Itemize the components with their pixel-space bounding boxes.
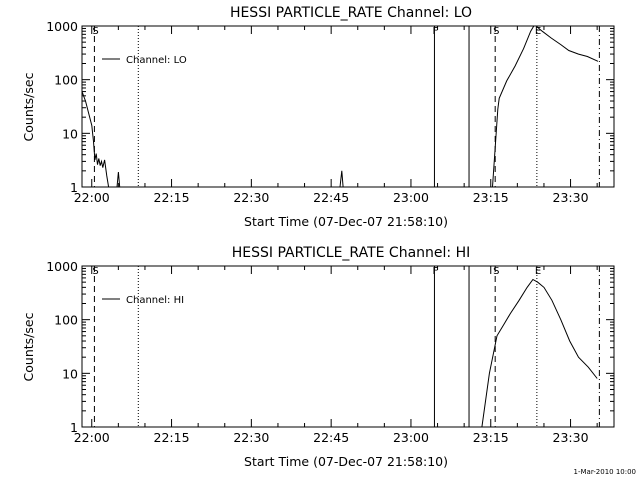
- x-tick-label: 23:30: [553, 190, 589, 205]
- series-line-segment: [481, 278, 598, 428]
- footer-timestamp: 1-Mar-2010 10:00: [574, 468, 636, 476]
- event-marker-label: F: [432, 26, 438, 37]
- y-tick-label: 1: [70, 180, 78, 195]
- chart-panel-lo: HESSI PARTICLE_RATE Channel: LO Start Ti…: [21, 5, 615, 229]
- y-tick-label: 1: [70, 420, 78, 435]
- event-marker-label: S: [92, 26, 98, 37]
- y-tick-label: 100: [54, 73, 78, 88]
- x-tick-label: 22:30: [233, 190, 269, 205]
- x-tick-label: 22:00: [74, 430, 110, 445]
- y-tick-label: 10: [62, 366, 78, 381]
- x-axis-label: Start Time (07-Dec-07 21:58:10): [244, 454, 448, 469]
- x-tick-label: 22:15: [154, 430, 190, 445]
- x-tick-label: 22:45: [313, 190, 349, 205]
- chart-title: HESSI PARTICLE_RATE Channel: LO: [230, 5, 472, 21]
- x-tick-label: 22:30: [233, 430, 269, 445]
- y-tick-label: 10: [62, 126, 78, 141]
- event-marker-label: E: [535, 26, 541, 37]
- y-axis-label: Counts/sec: [21, 72, 36, 141]
- legend-label: Channel: HI: [126, 295, 184, 306]
- chart-panel-hi: HESSI PARTICLE_RATE Channel: HI Start Ti…: [21, 245, 615, 469]
- legend-label: Channel: LO: [126, 55, 187, 66]
- y-tick-label: 1000: [46, 19, 78, 34]
- y-tick-label: 1000: [46, 259, 78, 274]
- x-tick-label: 23:15: [473, 190, 509, 205]
- series-line-segment: [339, 170, 344, 188]
- series-line-segment: [116, 171, 121, 188]
- event-marker-label: S: [493, 266, 499, 277]
- y-axis-label: Counts/sec: [21, 312, 36, 381]
- x-tick-label: 22:45: [313, 430, 349, 445]
- event-marker-label: S: [493, 26, 499, 37]
- x-axis-label: Start Time (07-Dec-07 21:58:10): [244, 214, 448, 229]
- event-marker-label: S: [92, 266, 98, 277]
- x-tick-label: 23:00: [393, 430, 429, 445]
- series-line-segment: [492, 25, 599, 188]
- x-tick-label: 22:00: [74, 190, 110, 205]
- plot-frame: [81, 265, 615, 428]
- x-tick-label: 22:15: [154, 190, 190, 205]
- x-tick-label: 23:15: [473, 430, 509, 445]
- chart-title: HESSI PARTICLE_RATE Channel: HI: [232, 245, 470, 261]
- event-marker-label: F: [432, 266, 438, 277]
- y-tick-label: 100: [54, 313, 78, 328]
- series-line-segment: [81, 91, 110, 188]
- event-marker-label: E: [535, 266, 541, 277]
- x-tick-label: 23:00: [393, 190, 429, 205]
- plot-frame: [81, 25, 615, 188]
- x-tick-label: 23:30: [553, 430, 589, 445]
